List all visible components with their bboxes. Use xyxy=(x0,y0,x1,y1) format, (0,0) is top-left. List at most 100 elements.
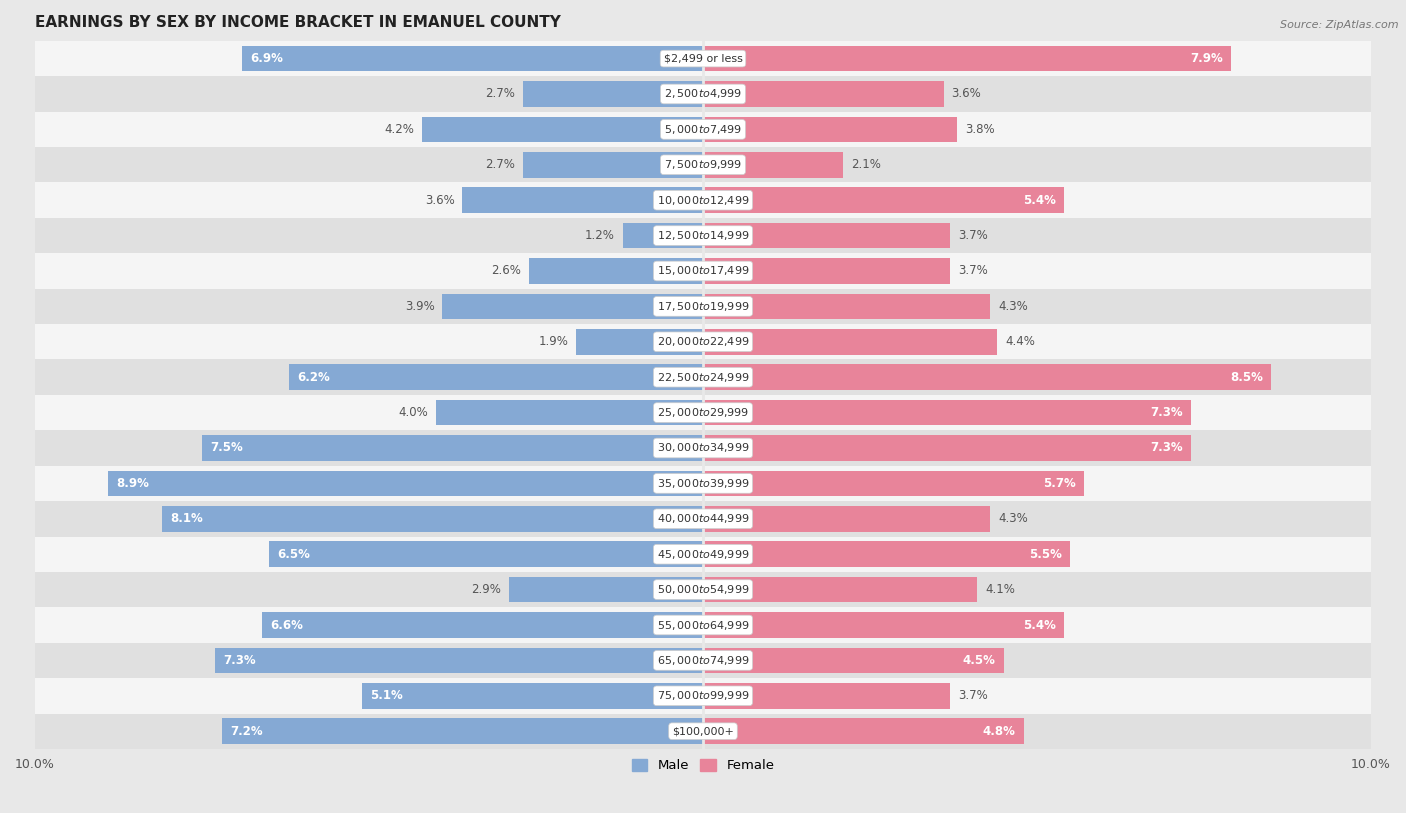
Text: $10,000 to $12,499: $10,000 to $12,499 xyxy=(657,193,749,207)
Bar xyxy=(703,293,990,320)
Text: 8.5%: 8.5% xyxy=(1230,371,1263,384)
Text: $17,500 to $19,999: $17,500 to $19,999 xyxy=(657,300,749,313)
Bar xyxy=(703,116,957,142)
Text: 2.1%: 2.1% xyxy=(851,159,882,172)
Bar xyxy=(703,683,950,709)
Text: 7.9%: 7.9% xyxy=(1189,52,1223,65)
Bar xyxy=(35,607,1371,643)
Bar xyxy=(703,223,950,248)
Bar xyxy=(363,683,703,709)
Text: 3.7%: 3.7% xyxy=(959,264,988,277)
Text: 1.2%: 1.2% xyxy=(585,229,614,242)
Text: 5.4%: 5.4% xyxy=(1022,193,1056,207)
Bar xyxy=(35,395,1371,430)
Text: 4.3%: 4.3% xyxy=(998,512,1028,525)
Text: 5.7%: 5.7% xyxy=(1043,477,1076,490)
Text: $12,500 to $14,999: $12,500 to $14,999 xyxy=(657,229,749,242)
Text: 4.4%: 4.4% xyxy=(1005,335,1035,348)
Bar xyxy=(509,577,703,602)
Bar xyxy=(35,537,1371,572)
Text: 3.9%: 3.9% xyxy=(405,300,434,313)
Bar xyxy=(703,329,997,354)
Text: 4.8%: 4.8% xyxy=(983,724,1015,737)
Text: Source: ZipAtlas.com: Source: ZipAtlas.com xyxy=(1281,20,1399,30)
Bar xyxy=(463,188,703,213)
Bar xyxy=(523,81,703,107)
Text: 8.1%: 8.1% xyxy=(170,512,202,525)
Text: 3.6%: 3.6% xyxy=(952,88,981,101)
Bar xyxy=(703,152,844,177)
Text: $75,000 to $99,999: $75,000 to $99,999 xyxy=(657,689,749,702)
Text: 4.1%: 4.1% xyxy=(986,583,1015,596)
Bar xyxy=(262,612,703,637)
Text: 5.1%: 5.1% xyxy=(370,689,404,702)
Bar xyxy=(35,254,1371,289)
Bar xyxy=(35,218,1371,254)
Bar xyxy=(35,111,1371,147)
Bar xyxy=(35,182,1371,218)
Bar xyxy=(108,471,703,496)
Bar xyxy=(576,329,703,354)
Bar xyxy=(35,430,1371,466)
Text: $7,500 to $9,999: $7,500 to $9,999 xyxy=(664,159,742,172)
Bar xyxy=(703,259,950,284)
Text: 3.7%: 3.7% xyxy=(959,229,988,242)
Bar xyxy=(288,364,703,390)
Bar xyxy=(703,577,977,602)
Text: 6.2%: 6.2% xyxy=(297,371,329,384)
Bar xyxy=(443,293,703,320)
Text: 3.8%: 3.8% xyxy=(965,123,994,136)
Bar xyxy=(202,435,703,461)
Text: 4.2%: 4.2% xyxy=(384,123,415,136)
Bar xyxy=(436,400,703,425)
Bar xyxy=(35,289,1371,324)
Bar xyxy=(703,612,1064,637)
Bar xyxy=(162,506,703,532)
Text: 7.2%: 7.2% xyxy=(231,724,263,737)
Bar xyxy=(35,359,1371,395)
Bar xyxy=(703,648,1004,673)
Text: $22,500 to $24,999: $22,500 to $24,999 xyxy=(657,371,749,384)
Text: 7.5%: 7.5% xyxy=(209,441,243,454)
Text: $100,000+: $100,000+ xyxy=(672,726,734,737)
Text: $55,000 to $64,999: $55,000 to $64,999 xyxy=(657,619,749,632)
Bar xyxy=(35,643,1371,678)
Text: 6.5%: 6.5% xyxy=(277,548,309,561)
Text: 7.3%: 7.3% xyxy=(1150,441,1182,454)
Text: 7.3%: 7.3% xyxy=(1150,406,1182,419)
Text: $40,000 to $44,999: $40,000 to $44,999 xyxy=(657,512,749,525)
Bar xyxy=(703,541,1070,567)
Bar xyxy=(35,466,1371,501)
Bar xyxy=(35,41,1371,76)
Bar xyxy=(623,223,703,248)
Text: 3.7%: 3.7% xyxy=(959,689,988,702)
Text: $15,000 to $17,499: $15,000 to $17,499 xyxy=(657,264,749,277)
Text: $50,000 to $54,999: $50,000 to $54,999 xyxy=(657,583,749,596)
Text: 2.7%: 2.7% xyxy=(485,159,515,172)
Bar xyxy=(35,572,1371,607)
Text: 1.9%: 1.9% xyxy=(538,335,568,348)
Text: $25,000 to $29,999: $25,000 to $29,999 xyxy=(657,406,749,419)
Text: 2.9%: 2.9% xyxy=(471,583,502,596)
Bar xyxy=(35,324,1371,359)
Text: 2.7%: 2.7% xyxy=(485,88,515,101)
Bar xyxy=(703,719,1024,744)
Legend: Male, Female: Male, Female xyxy=(626,754,780,778)
Bar xyxy=(35,76,1371,111)
Bar xyxy=(703,435,1191,461)
Text: EARNINGS BY SEX BY INCOME BRACKET IN EMANUEL COUNTY: EARNINGS BY SEX BY INCOME BRACKET IN EMA… xyxy=(35,15,561,30)
Bar xyxy=(35,147,1371,182)
Bar xyxy=(523,152,703,177)
Bar xyxy=(222,719,703,744)
Bar xyxy=(242,46,703,72)
Bar xyxy=(35,714,1371,749)
Text: $5,000 to $7,499: $5,000 to $7,499 xyxy=(664,123,742,136)
Bar xyxy=(269,541,703,567)
Text: 5.5%: 5.5% xyxy=(1029,548,1063,561)
Bar xyxy=(703,188,1064,213)
Bar xyxy=(35,678,1371,714)
Text: $20,000 to $22,499: $20,000 to $22,499 xyxy=(657,335,749,348)
Text: $65,000 to $74,999: $65,000 to $74,999 xyxy=(657,654,749,667)
Bar xyxy=(422,116,703,142)
Bar xyxy=(35,501,1371,537)
